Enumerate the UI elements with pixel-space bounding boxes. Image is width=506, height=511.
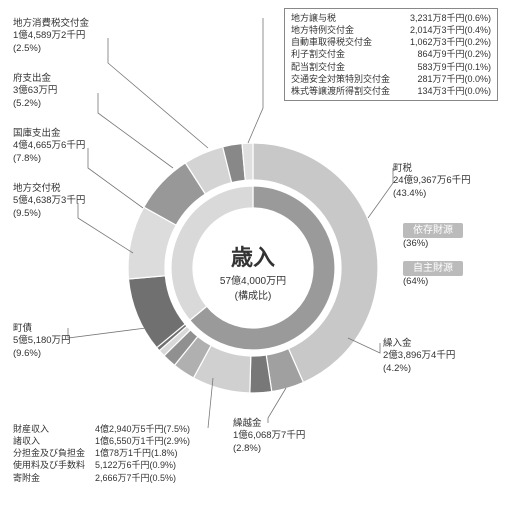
bottom-small-items: 財産収入4億2,940万5千円(7.5%)諸収入1億6,550万1千円(2.9%…	[13, 423, 190, 484]
label-kokko: 国庫支出金 4億4,665万6千円 (7.8%)	[13, 128, 85, 165]
chart-container: 地方譲与税3,231万8千円(0.6%)地方特例交付金2,014万3千円(0.4…	[8, 8, 498, 503]
label-fushishutsu: 府支出金 3億63万円 (5.2%)	[13, 73, 57, 110]
bottom-row: 寄附金2,666万7千円(0.5%)	[13, 472, 190, 484]
topbox-row: 地方特例交付金2,014万3千円(0.4%)	[291, 24, 491, 36]
label-kurikoshi: 繰越金 1億6,068万7千円 (2.8%)	[233, 418, 305, 455]
label-chihoushouhizei: 地方消費税交付金 1億4,589万2千円 (2.5%)	[13, 18, 89, 55]
topbox-row: 地方譲与税3,231万8千円(0.6%)	[291, 12, 491, 24]
small-items-box: 地方譲与税3,231万8千円(0.6%)地方特例交付金2,014万3千円(0.4…	[284, 8, 498, 101]
bottom-row: 使用料及び手数料5,122万6千円(0.9%)	[13, 459, 190, 471]
center-amount: 57億4,000万円	[203, 272, 303, 287]
badge-dependent: 依存財源 (36%)	[403, 223, 463, 250]
label-chozei: 町税 24億9,367万6千円 (43.4%)	[393, 163, 471, 200]
topbox-row: 利子割交付金864万9千円(0.2%)	[291, 48, 491, 60]
label-chihokoufu: 地方交付税 5億4,638万3千円 (9.5%)	[13, 183, 85, 220]
topbox-row: 自動車取得税交付金1,062万3千円(0.2%)	[291, 36, 491, 48]
label-kurinyuu: 繰入金 2億3,896万4千円 (4.2%)	[383, 338, 455, 375]
bottom-row: 諸収入1億6,550万1千円(2.9%)	[13, 435, 190, 447]
topbox-row: 配当割交付金583万9千円(0.1%)	[291, 61, 491, 73]
label-chousai: 町債 5億5,180万円 (9.6%)	[13, 323, 71, 360]
topbox-row: 株式等譲渡所得割交付金134万3千円(0.0%)	[291, 85, 491, 97]
center-label: 歳入 57億4,000万円 (構成比)	[203, 240, 303, 302]
center-title: 歳入	[203, 240, 303, 272]
bottom-row: 財産収入4億2,940万5千円(7.5%)	[13, 423, 190, 435]
center-note: (構成比)	[203, 287, 303, 302]
badge-independent: 自主財源 (64%)	[403, 261, 463, 288]
topbox-row: 交通安全対策特別交付金281万7千円(0.0%)	[291, 73, 491, 85]
bottom-row: 分担金及び負担金1億78万1千円(1.8%)	[13, 447, 190, 459]
